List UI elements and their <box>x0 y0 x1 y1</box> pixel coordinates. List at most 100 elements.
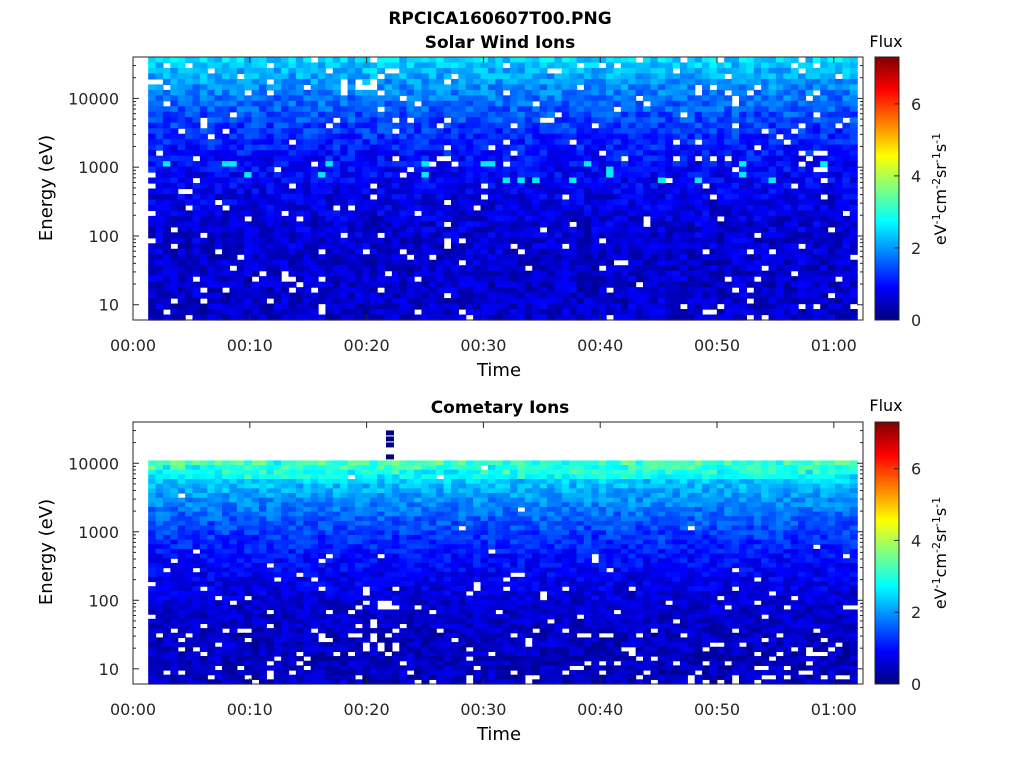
heatmap-cell <box>414 161 423 168</box>
heatmap-cell <box>288 479 297 485</box>
heatmap-cell <box>473 150 482 157</box>
heatmap-cell <box>414 172 423 179</box>
heatmap-cell <box>665 469 674 475</box>
heatmap-cell <box>820 117 829 124</box>
heatmap-cell <box>473 309 482 316</box>
heatmap-cell <box>657 465 666 471</box>
heatmap-cell <box>561 469 570 475</box>
heatmap-cell <box>775 57 784 64</box>
heatmap-cell <box>731 204 740 212</box>
heatmap-cell <box>709 221 718 228</box>
heatmap-cell <box>761 62 770 69</box>
heatmap-cell <box>487 270 496 277</box>
heatmap-cell <box>739 89 747 96</box>
heatmap-cell <box>473 210 482 217</box>
heatmap-cell <box>384 221 393 228</box>
heatmap-cell <box>517 84 526 91</box>
heatmap-cell <box>295 183 304 190</box>
heatmap-cell <box>428 128 437 135</box>
heatmap-cell <box>746 193 755 201</box>
heatmap-cell <box>665 133 674 140</box>
heatmap-cell <box>783 210 792 217</box>
heatmap-cell <box>812 237 821 244</box>
heatmap-cell <box>672 57 681 64</box>
heatmap-cell <box>473 460 482 466</box>
heatmap-cell <box>790 276 799 283</box>
heatmap-cell <box>480 128 489 135</box>
heatmap-cell <box>236 172 245 179</box>
heatmap-cell <box>775 270 784 277</box>
heatmap-cell <box>288 161 297 168</box>
heatmap-cell <box>613 254 622 261</box>
heatmap-cell <box>775 106 784 113</box>
heatmap-cell <box>229 287 238 294</box>
heatmap-cell <box>517 166 526 173</box>
heatmap-cell <box>303 73 312 80</box>
heatmap-cell <box>406 483 415 489</box>
heatmap-cell <box>561 276 570 283</box>
heatmap-cell <box>606 95 615 102</box>
heatmap-cell <box>657 106 666 113</box>
heatmap-cell <box>827 199 836 206</box>
heatmap-cell <box>768 226 777 233</box>
heatmap-cell <box>148 232 157 239</box>
heatmap-cell <box>148 67 157 75</box>
heatmap-cell <box>406 89 415 96</box>
heatmap-cell <box>768 84 777 91</box>
heatmap-cell <box>251 210 260 217</box>
heatmap-cell <box>281 221 290 228</box>
heatmap-cell <box>524 106 533 113</box>
heatmap-cell <box>362 199 371 206</box>
heatmap-cell <box>849 89 858 96</box>
heatmap-cell <box>170 210 179 217</box>
heatmap-cell <box>665 106 674 113</box>
heatmap-cell <box>827 188 836 195</box>
heatmap-cell <box>236 232 245 239</box>
heatmap-cell <box>414 84 423 91</box>
heatmap-cell <box>281 183 290 190</box>
heatmap-cell <box>798 62 807 69</box>
heatmap-cell <box>768 144 777 151</box>
heatmap-cell <box>347 57 356 64</box>
heatmap-cell <box>665 265 674 272</box>
heatmap-cell <box>354 67 363 75</box>
heatmap-cell <box>354 281 363 288</box>
heatmap-cell <box>487 265 496 272</box>
heatmap-cell <box>473 172 482 179</box>
heatmap-cell <box>369 292 378 299</box>
heatmap-cell <box>613 166 622 173</box>
heatmap-cell <box>148 314 157 321</box>
heatmap-cell <box>628 100 637 107</box>
heatmap-cell <box>694 298 703 305</box>
heatmap-cell <box>775 474 784 480</box>
heatmap-cell <box>288 111 297 118</box>
heatmap-cell <box>606 465 615 471</box>
heatmap-cell <box>724 221 733 228</box>
heatmap-cell <box>487 292 496 299</box>
heatmap-cell <box>650 469 659 475</box>
heatmap-cell <box>421 215 430 222</box>
heatmap-cell <box>487 128 496 135</box>
heatmap-cell <box>295 95 304 102</box>
heatmap-cell <box>650 73 659 80</box>
heatmap-cell <box>406 303 415 310</box>
heatmap-cell <box>790 215 799 222</box>
heatmap-cell <box>842 226 851 233</box>
heatmap-cell <box>820 183 829 190</box>
heatmap-cell <box>775 95 784 102</box>
heatmap-cell <box>687 155 696 162</box>
heatmap-cell <box>820 232 829 239</box>
heatmap-cell <box>258 177 267 184</box>
heatmap-cell <box>842 133 851 140</box>
heatmap-cell <box>783 474 792 480</box>
heatmap-cell <box>155 117 164 124</box>
heatmap-cell <box>347 133 356 140</box>
heatmap-cell <box>288 89 297 96</box>
heatmap-cell <box>236 483 245 489</box>
heatmap-cell <box>443 298 452 305</box>
heatmap-cell <box>414 483 423 489</box>
heatmap-cell <box>775 128 784 135</box>
heatmap-cell <box>214 128 223 135</box>
heatmap-cell <box>539 221 548 228</box>
heatmap-cell <box>251 298 260 305</box>
